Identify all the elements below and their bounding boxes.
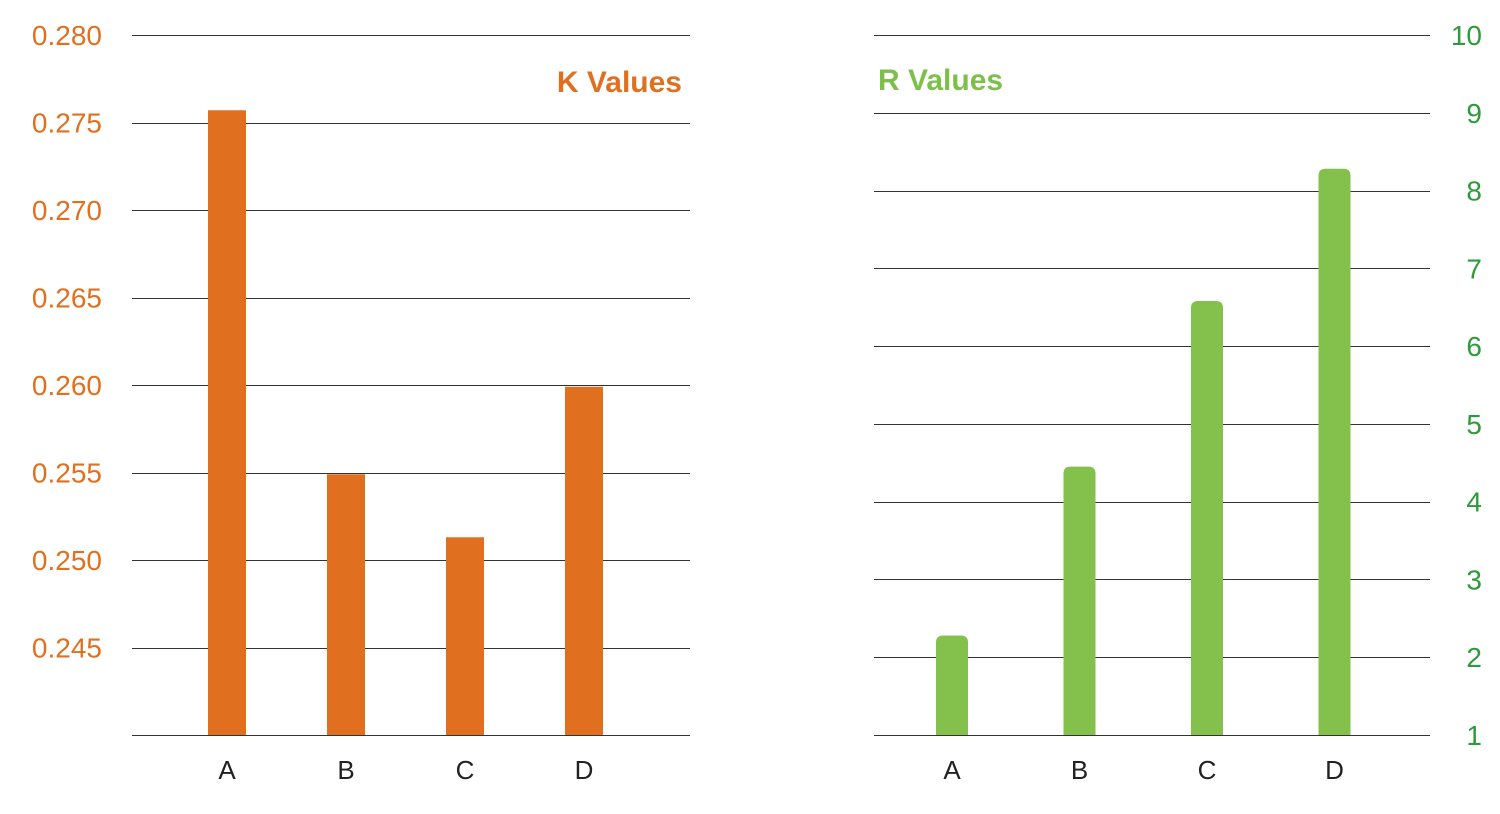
r-y-tick-label: 2	[1466, 642, 1482, 673]
r-y-tick-label: 8	[1466, 176, 1482, 207]
k-x-tick-label-c: C	[456, 755, 475, 785]
r-y-tick-label: 5	[1466, 409, 1482, 440]
k-bar-a	[208, 110, 246, 735]
r-x-tick-label-d: D	[1325, 755, 1344, 785]
k-y-tick-label: 0.265	[32, 283, 102, 314]
r-y-tick-label: 6	[1466, 331, 1482, 362]
r-x-tick-label-c: C	[1198, 755, 1217, 785]
r-y-tick-label: 1	[1466, 720, 1482, 751]
k-y-tick-label: 0.275	[32, 108, 102, 139]
k-chart-title: K Values	[557, 66, 682, 99]
k-x-tick-label-d: D	[575, 755, 594, 785]
r-bar-a	[936, 635, 968, 735]
k-x-tick-label-b: B	[337, 755, 354, 785]
r-values-chart: 10 9 8 7 6 5 4 3 2 1 A B C D R Values	[874, 20, 1482, 785]
r-x-tick-label-b: B	[1071, 755, 1088, 785]
k-y-tick-label: 0.250	[32, 545, 102, 576]
r-y-tick-label: 9	[1466, 98, 1482, 129]
r-y-tick-label: 4	[1466, 487, 1482, 518]
k-y-tick-label: 0.255	[32, 458, 102, 489]
r-bar-b	[1063, 466, 1096, 735]
r-y-tick-label: 3	[1466, 564, 1482, 595]
k-bar-b	[327, 474, 365, 735]
k-y-tick-label: 0.245	[32, 633, 102, 664]
r-bar-d	[1318, 168, 1351, 735]
r-x-tick-label-a: A	[943, 755, 961, 785]
r-y-tick-label: 10	[1451, 20, 1482, 51]
k-bar-c	[446, 537, 484, 735]
r-y-tick-label: 7	[1466, 253, 1482, 284]
k-y-tick-label: 0.280	[32, 20, 102, 51]
r-chart-title: R Values	[878, 64, 1003, 97]
r-bar-c	[1191, 301, 1223, 735]
k-values-chart: 0.280 0.275 0.270 0.265 0.260 0.255 0.250 0.245…	[32, 20, 690, 785]
k-x-tick-label-a: A	[218, 755, 236, 785]
k-y-tick-label: 0.260	[32, 370, 102, 401]
k-bar-d	[565, 386, 603, 735]
k-y-tick-label: 0.270	[32, 195, 102, 226]
